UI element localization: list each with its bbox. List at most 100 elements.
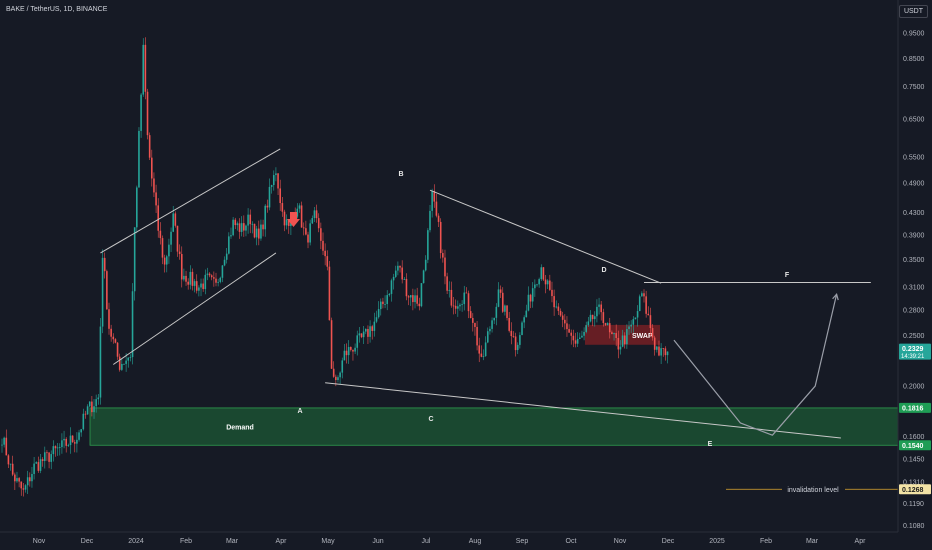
candle [606,323,609,326]
currency-selector[interactable]: USDT [898,5,928,18]
x-tick-label: Oct [566,538,577,545]
candle [11,463,14,475]
candle [136,187,138,228]
candle [148,135,151,158]
candle [484,342,487,357]
candle [180,254,183,280]
candle [424,259,427,271]
candle [437,215,440,222]
candle [22,488,25,490]
candle [527,294,530,311]
candle [114,339,117,343]
candle [67,444,70,446]
candle [215,278,217,283]
candle [260,224,262,239]
candle [264,205,267,230]
candle [54,446,57,449]
candle [339,372,341,378]
candle [127,357,130,361]
candle [35,462,38,464]
trendline-3 [100,148,281,254]
candle [82,413,85,430]
demand-label: Demand [226,425,254,432]
invalidation-label: invalidation level [787,487,839,494]
candle [58,447,61,448]
y-tick-label: 0.1310 [903,479,925,486]
candle [142,44,145,95]
candle [365,329,367,332]
candle [307,234,309,243]
demand-zone [89,407,899,446]
x-tick-label: May [321,538,335,545]
candle [202,283,204,290]
candle [467,293,470,312]
candle [41,459,44,462]
candle [647,313,650,316]
candle [46,452,48,454]
candle [219,277,222,282]
candle [287,219,290,226]
candle [572,335,575,341]
candle [144,44,147,92]
candle [29,477,31,482]
candle [645,296,647,314]
candle [373,321,376,331]
candle [422,270,425,284]
candle [608,323,611,333]
candle [65,438,67,446]
y-tick-label: 0.3100 [903,284,925,291]
x-tick-label: Apr [855,538,867,545]
candle [131,291,134,358]
candle [86,406,89,415]
candle [121,363,123,370]
candle [170,231,172,245]
candle [311,218,314,224]
x-tick-label: Jun [372,538,383,545]
candle [632,319,635,325]
y-tick-label: 0.4300 [903,210,925,217]
candle [326,256,329,267]
candle [63,438,65,441]
candle [195,281,198,291]
candle [465,292,468,294]
candle [409,295,412,298]
candle [371,326,374,331]
candle [656,346,658,350]
candle [165,256,168,265]
candle [337,377,339,381]
candle [523,317,525,323]
candle [392,276,395,281]
wave-label-D: D [601,267,606,274]
candle [84,413,87,415]
candle [623,335,626,345]
candle [24,485,27,490]
candle [243,223,245,231]
candle [20,481,23,489]
candle [579,337,581,339]
candle [14,474,16,482]
candle [461,304,463,305]
candle [73,442,76,444]
candle [153,178,155,193]
candle [585,325,588,332]
candle [433,190,436,202]
x-tick-label: Apr [276,538,288,545]
candle [638,296,641,312]
candle [178,251,181,255]
candle [236,223,239,226]
candle [309,223,311,243]
candle [591,314,594,320]
y-tick-label: 0.3500 [903,257,925,264]
candle [472,318,474,323]
candle [403,278,406,280]
candle [347,347,350,356]
candle [536,284,538,286]
demand-bottom-price: 0.1540 [902,443,924,450]
x-tick-label: 2024 [128,538,144,545]
candle [491,320,493,329]
wave-label-E: E [708,441,713,448]
candle [1,444,3,446]
candle [593,316,596,320]
candle [245,225,247,231]
